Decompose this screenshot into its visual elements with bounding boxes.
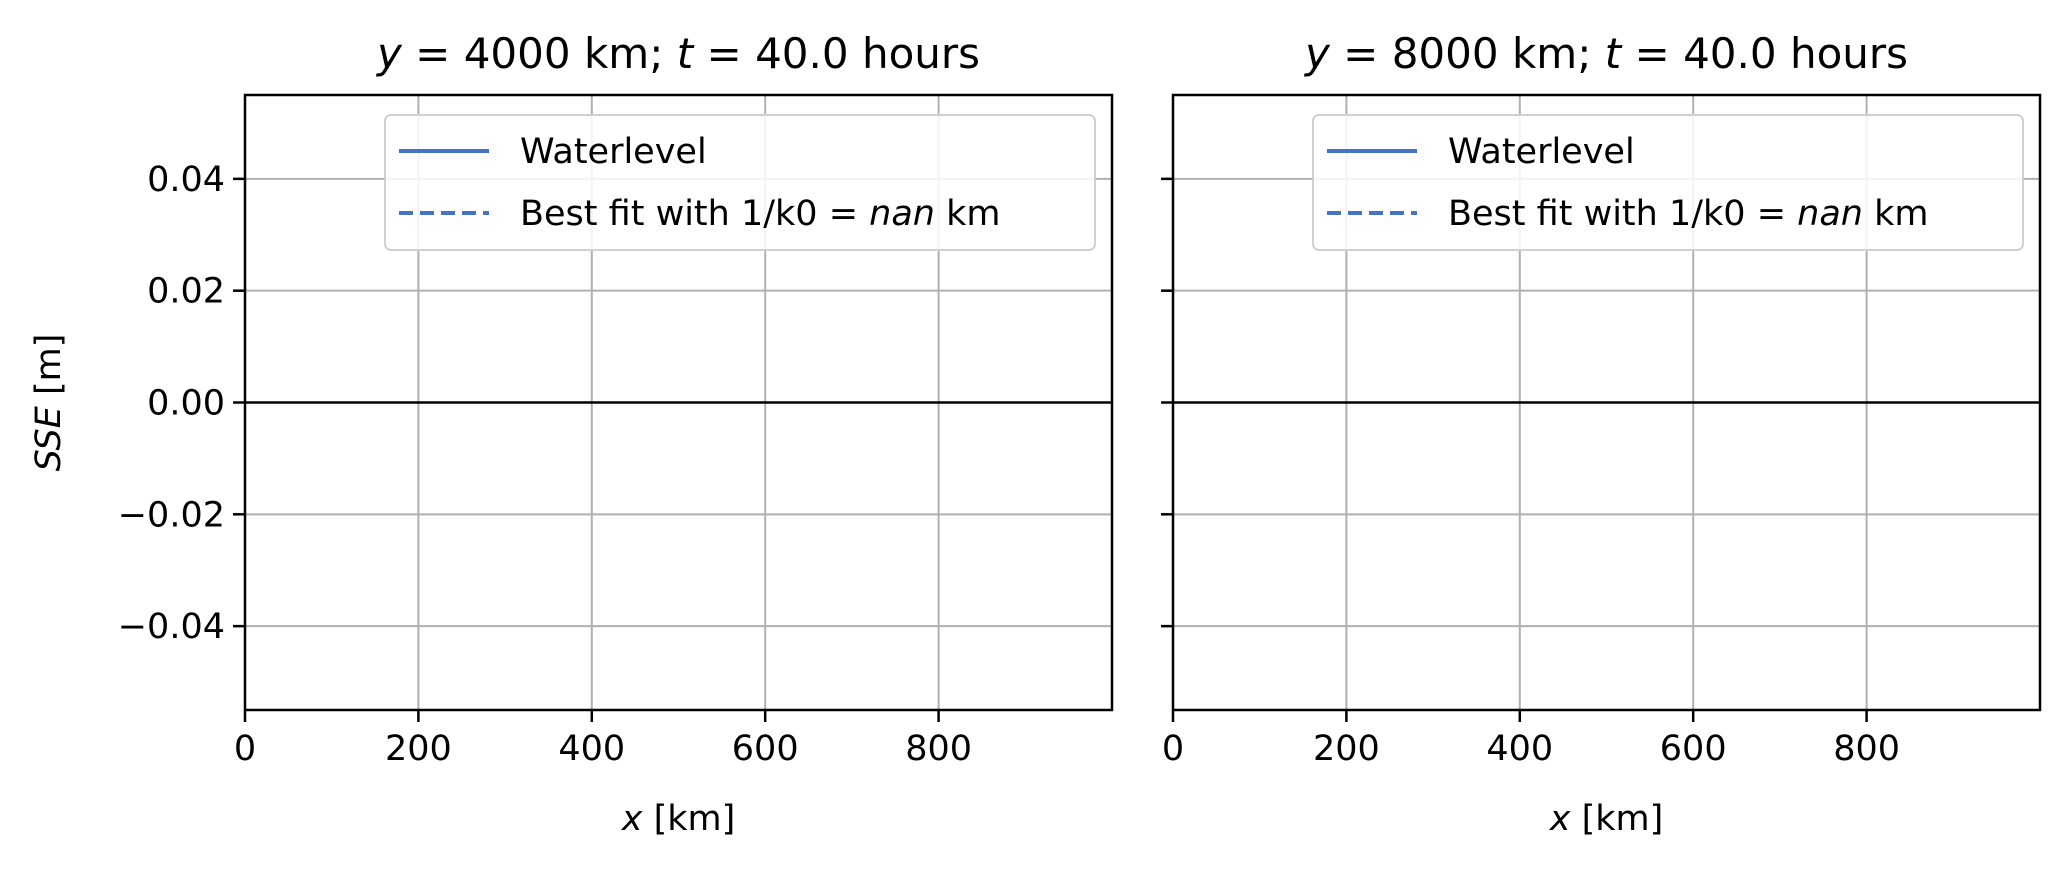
x-tick-label: 400 [558,729,625,769]
x-axis-label: x [km] [1549,799,1664,839]
legend-box [384,114,1096,251]
x-tick-label: 0 [1162,729,1184,769]
chart-title: y = 4000 km; t = 40.0 hours [375,29,980,78]
x-tick-label: 600 [732,729,799,769]
chart-title: y = 8000 km; t = 40.0 hours [1303,29,1908,78]
legend-label-1: Waterlevel [1448,132,1635,172]
y-tick-label: −0.02 [118,495,225,535]
legend-label-2: Best fit with 1/k0 = nan km [520,194,1001,234]
y-tick-label: 0.00 [147,384,225,424]
x-tick-label: 0 [234,729,256,769]
x-tick-label: 400 [1486,729,1553,769]
x-tick-label: 800 [1833,729,1900,769]
x-tick-label: 600 [1660,729,1727,769]
x-axis-label: x [km] [621,799,736,839]
x-tick-label: 200 [385,729,452,769]
legend-label-2: Best fit with 1/k0 = nan km [1448,194,1929,234]
legend-label-1: Waterlevel [520,132,707,172]
y-tick-label: 0.04 [147,160,225,200]
y-tick-label: −0.04 [118,607,225,647]
legend-box [1312,114,2024,251]
chart-panel-1: 0 200 400 600 800 −0.04 −0.02 0.00 0.02 0.04 y = 4… [29,29,1114,839]
y-tick-label: 0.02 [147,272,225,312]
x-tick-label: 200 [1313,729,1380,769]
y-axis-label: SSE [m] [29,334,69,472]
x-tick-label: 800 [905,729,972,769]
chart-panel-2: 0 200 400 600 800 y = 8000 km; t = 40.0 hours… [1161,29,2042,839]
